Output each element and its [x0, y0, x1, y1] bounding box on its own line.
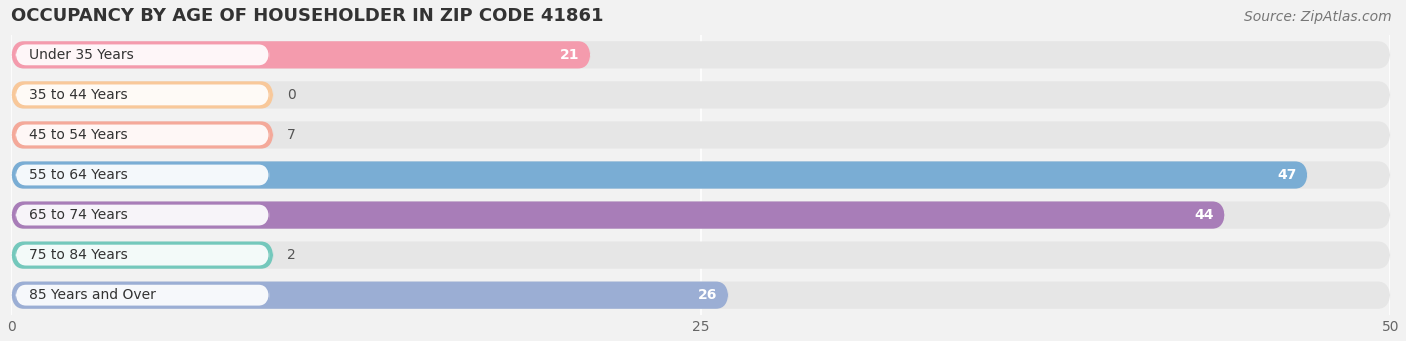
Text: 2: 2 — [287, 248, 295, 262]
FancyBboxPatch shape — [15, 285, 269, 306]
Text: 85 Years and Over: 85 Years and Over — [30, 288, 156, 302]
Text: 65 to 74 Years: 65 to 74 Years — [30, 208, 128, 222]
FancyBboxPatch shape — [11, 41, 591, 69]
Text: 44: 44 — [1194, 208, 1213, 222]
FancyBboxPatch shape — [15, 124, 269, 145]
FancyBboxPatch shape — [15, 165, 269, 186]
Text: 45 to 54 Years: 45 to 54 Years — [30, 128, 128, 142]
FancyBboxPatch shape — [15, 245, 269, 266]
Text: Under 35 Years: Under 35 Years — [30, 48, 134, 62]
FancyBboxPatch shape — [15, 44, 269, 65]
FancyBboxPatch shape — [11, 202, 1225, 229]
FancyBboxPatch shape — [11, 121, 1391, 149]
Text: 47: 47 — [1277, 168, 1296, 182]
FancyBboxPatch shape — [11, 241, 273, 269]
FancyBboxPatch shape — [11, 282, 728, 309]
Text: 0: 0 — [287, 88, 295, 102]
Text: 35 to 44 Years: 35 to 44 Years — [30, 88, 128, 102]
FancyBboxPatch shape — [11, 121, 273, 149]
Text: 75 to 84 Years: 75 to 84 Years — [30, 248, 128, 262]
FancyBboxPatch shape — [11, 241, 1391, 269]
FancyBboxPatch shape — [11, 81, 273, 108]
Text: 21: 21 — [560, 48, 579, 62]
FancyBboxPatch shape — [11, 202, 1391, 229]
FancyBboxPatch shape — [11, 282, 1391, 309]
Text: Source: ZipAtlas.com: Source: ZipAtlas.com — [1244, 10, 1392, 24]
Text: 7: 7 — [287, 128, 295, 142]
FancyBboxPatch shape — [11, 81, 1391, 108]
FancyBboxPatch shape — [15, 85, 269, 105]
Text: OCCUPANCY BY AGE OF HOUSEHOLDER IN ZIP CODE 41861: OCCUPANCY BY AGE OF HOUSEHOLDER IN ZIP C… — [11, 7, 603, 25]
Text: 55 to 64 Years: 55 to 64 Years — [30, 168, 128, 182]
Text: 26: 26 — [697, 288, 717, 302]
FancyBboxPatch shape — [15, 205, 269, 225]
FancyBboxPatch shape — [11, 41, 1391, 69]
FancyBboxPatch shape — [11, 161, 1391, 189]
FancyBboxPatch shape — [11, 161, 1308, 189]
